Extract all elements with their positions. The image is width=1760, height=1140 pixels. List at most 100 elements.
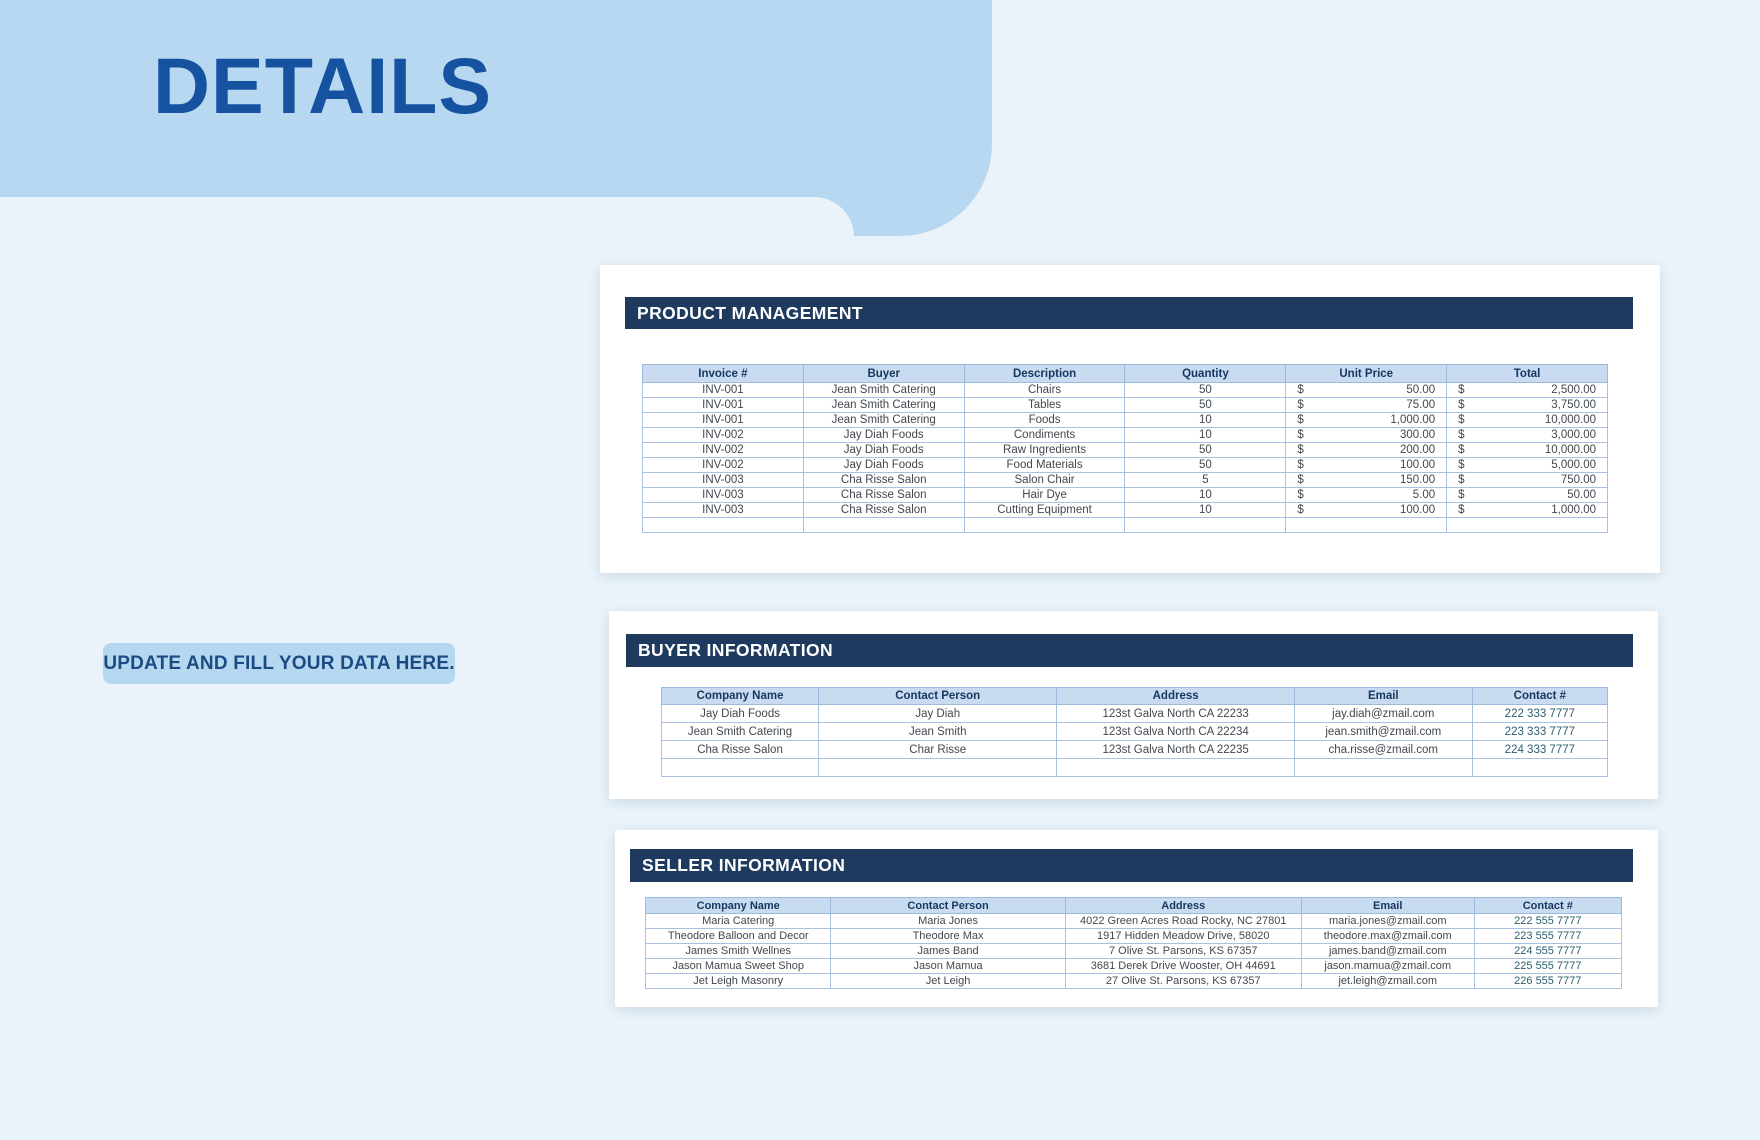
currency-symbol: $ — [1297, 489, 1304, 501]
cell-company: Jay Diah Foods — [660, 704, 820, 723]
currency-symbol: $ — [1297, 474, 1304, 486]
cell-person: Jean Smith — [818, 722, 1058, 741]
cell-total: $3,000.00 — [1446, 427, 1608, 443]
buyer-information-table: Company Name Contact Person Address Email Co… — [660, 687, 1609, 777]
amount: 10,000.00 — [1544, 414, 1596, 426]
cell-address: 7 Olive St. Parsons, KS 67357 — [1064, 943, 1302, 959]
top-banner — [0, 0, 992, 236]
banner-curve — [0, 197, 854, 237]
column-header-address: Address — [1064, 897, 1302, 914]
cell-company: James Smith Wellnes — [644, 943, 832, 959]
table-row: INV-001 Jean Smith Catering Tables 50 $75.00… — [642, 397, 1608, 413]
amount: 75.00 — [1406, 399, 1436, 411]
cell-unit_price: $50.00 — [1285, 382, 1448, 398]
cell-address: 27 Olive St. Parsons, KS 67357 — [1064, 973, 1302, 989]
cell-contact — [1471, 758, 1609, 777]
cell-email: jay.diah@zmail.com — [1293, 704, 1473, 723]
cell-person: Jay Diah — [818, 704, 1058, 723]
column-header-contact: Contact # — [1473, 897, 1623, 914]
cell-address: 123st Galva North CA 22235 — [1056, 740, 1295, 759]
cell-total: $3,750.00 — [1446, 397, 1608, 413]
cell-person: Maria Jones — [830, 913, 1066, 929]
currency-symbol: $ — [1297, 414, 1304, 426]
amount: 10,000.00 — [1544, 444, 1596, 456]
table-row: INV-003 Cha Risse Salon Salon Chair 5 $150.0… — [642, 472, 1608, 488]
cell-total: $1,000.00 — [1446, 502, 1608, 518]
cell-unit_price: $100.00 — [1285, 502, 1448, 518]
cell-contact: 224 555 7777 — [1473, 943, 1623, 959]
cell-person: Char Risse — [818, 740, 1058, 759]
cell-contact: 224 333 7777 — [1471, 740, 1609, 759]
cell-total: $5,000.00 — [1446, 457, 1608, 473]
cell-description: Raw Ingredients — [963, 442, 1126, 458]
cell-company: Theodore Balloon and Decor — [644, 928, 832, 944]
cell-email: jason.mamua@zmail.com — [1300, 958, 1475, 974]
cell-invoice: INV-001 — [642, 412, 804, 428]
cell-unit_price — [1285, 517, 1448, 533]
table-row: INV-002 Jay Diah Foods Food Materials 50 $10… — [642, 457, 1608, 473]
cell-description: Chairs — [963, 382, 1126, 398]
cell-contact: 223 333 7777 — [1471, 722, 1609, 741]
cell-unit_price: $100.00 — [1285, 457, 1448, 473]
cell-person: James Band — [830, 943, 1066, 959]
currency-symbol: $ — [1458, 414, 1465, 426]
cell-total — [1446, 517, 1608, 533]
cell-company — [660, 758, 820, 777]
cell-unit_price: $200.00 — [1285, 442, 1448, 458]
amount: 100.00 — [1399, 459, 1436, 471]
currency-symbol: $ — [1458, 384, 1465, 396]
cell-person: Theodore Max — [830, 928, 1066, 944]
cell-description: Cutting Equipment — [963, 502, 1126, 518]
currency-symbol: $ — [1297, 459, 1304, 471]
cell-invoice: INV-002 — [642, 427, 804, 443]
amount: 2,500.00 — [1551, 384, 1596, 396]
cell-total: $10,000.00 — [1446, 442, 1608, 458]
cell-email: james.band@zmail.com — [1300, 943, 1475, 959]
column-header-unit_price: Unit Price — [1285, 364, 1448, 383]
table-row: INV-001 Jean Smith Catering Foods 10 $1,000.… — [642, 412, 1608, 428]
seller-information-card: SELLER INFORMATION Company Name Contact P… — [615, 830, 1658, 1007]
cell-company: Jet Leigh Masonry — [644, 973, 832, 989]
cell-invoice — [642, 517, 804, 533]
cell-email: maria.jones@zmail.com — [1300, 913, 1475, 929]
cell-description — [963, 517, 1126, 533]
seller-information-header: SELLER INFORMATION — [630, 849, 1633, 882]
cell-email — [1293, 758, 1473, 777]
currency-symbol: $ — [1458, 399, 1465, 411]
column-header-company: Company Name — [644, 897, 832, 914]
cell-invoice: INV-002 — [642, 457, 804, 473]
update-note-badge: UPDATE AND FILL YOUR DATA HERE. — [103, 643, 455, 684]
amount: 5.00 — [1412, 489, 1436, 501]
cell-buyer: Cha Risse Salon — [802, 502, 965, 518]
amount: 750.00 — [1560, 474, 1596, 486]
cell-person — [818, 758, 1058, 777]
table-row: INV-002 Jay Diah Foods Condiments 10 $300.00… — [642, 427, 1608, 443]
amount: 150.00 — [1399, 474, 1436, 486]
cell-buyer: Jay Diah Foods — [802, 442, 965, 458]
cell-person: Jet Leigh — [830, 973, 1066, 989]
column-header-total: Total — [1446, 364, 1608, 383]
cell-contact: 223 555 7777 — [1473, 928, 1623, 944]
table-row: INV-003 Cha Risse Salon Cutting Equipment 1… — [642, 502, 1608, 518]
table-row: Theodore Balloon and Decor Theodore Max 19… — [644, 928, 1623, 944]
cell-address: 1917 Hidden Meadow Drive, 58020 — [1064, 928, 1302, 944]
cell-description: Food Materials — [963, 457, 1126, 473]
currency-symbol: $ — [1297, 504, 1304, 516]
table-row: Jay Diah Foods Jay Diah 123st Galva North … — [660, 704, 1609, 723]
column-header-contact: Contact # — [1471, 687, 1609, 705]
cell-description: Foods — [963, 412, 1126, 428]
cell-address: 4022 Green Acres Road Rocky, NC 27801 — [1064, 913, 1302, 929]
cell-email: theodore.max@zmail.com — [1300, 928, 1475, 944]
table-row: INV-001 Jean Smith Catering Chairs 50 $50.00… — [642, 382, 1608, 398]
product-management-header: PRODUCT MANAGEMENT — [625, 297, 1633, 329]
cell-total: $750.00 — [1446, 472, 1608, 488]
cell-quantity: 10 — [1124, 412, 1287, 428]
cell-contact: 222 555 7777 — [1473, 913, 1623, 929]
table-row: James Smith Wellnes James Band 7 Olive St.… — [644, 943, 1623, 959]
cell-description: Salon Chair — [963, 472, 1126, 488]
cell-quantity: 10 — [1124, 502, 1287, 518]
cell-invoice: INV-003 — [642, 502, 804, 518]
cell-buyer: Cha Risse Salon — [802, 487, 965, 503]
cell-buyer: Cha Risse Salon — [802, 472, 965, 488]
cell-contact: 225 555 7777 — [1473, 958, 1623, 974]
